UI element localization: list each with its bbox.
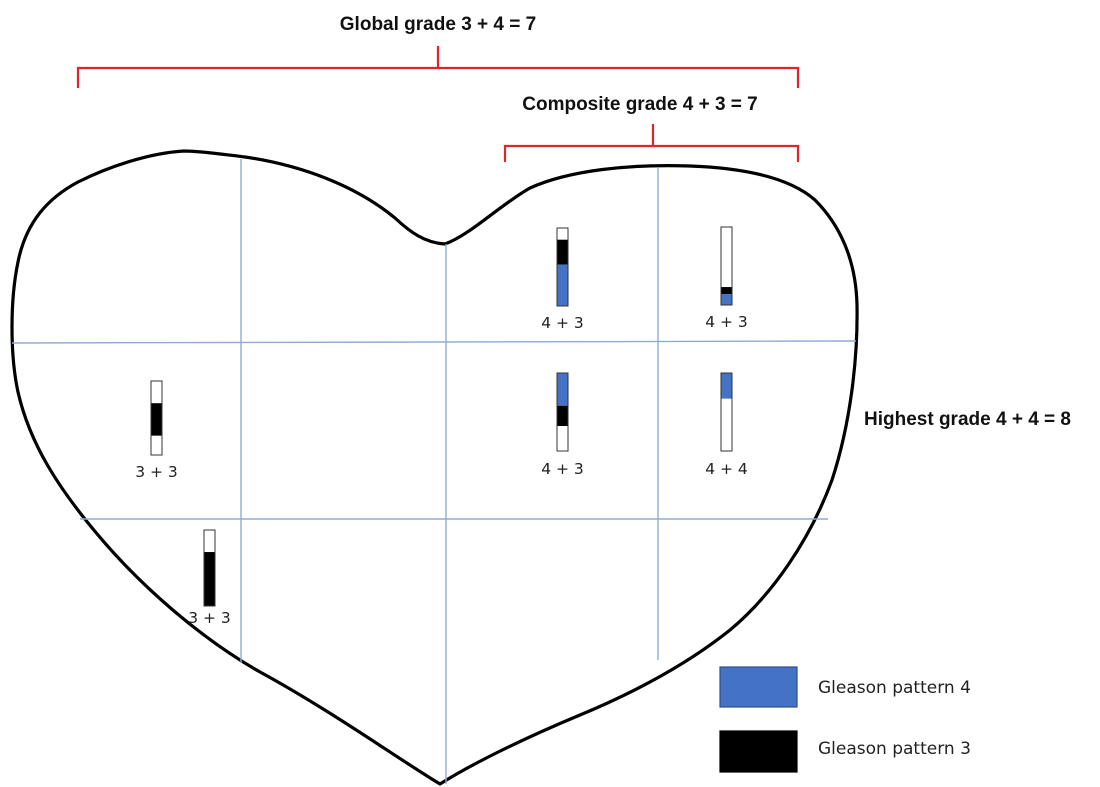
core-segment-pattern3 — [151, 403, 162, 436]
legend-item-pattern4: Gleason pattern 4 — [719, 666, 971, 708]
core-border — [556, 372, 569, 452]
core-segment-pattern4 — [557, 264, 568, 306]
core-segment-benign — [151, 381, 162, 404]
composite-grade-bracket: Composite grade 4 + 3 = 7 — [503, 94, 800, 162]
global-bracket-line — [76, 46, 800, 88]
legend-swatch-pattern4 — [719, 666, 798, 708]
core-segments — [151, 381, 162, 455]
legend-label-pattern4: Gleason pattern 4 — [818, 678, 971, 698]
biopsy-core: 4 + 3 — [541, 372, 584, 478]
core-segment-pattern4 — [557, 373, 568, 406]
core-score: 4 + 3 — [541, 460, 584, 478]
core-score: 4 + 3 — [705, 313, 748, 331]
core-segments — [204, 530, 215, 606]
biopsy-core: 4 + 4 — [705, 372, 748, 478]
biopsy-core: 3 + 3 — [188, 529, 231, 627]
core-border — [556, 227, 569, 307]
composite-bracket-line — [503, 124, 800, 162]
core-segment-pattern3 — [557, 405, 568, 427]
legend-label-pattern3: Gleason pattern 3 — [818, 739, 971, 759]
core-border — [720, 226, 733, 306]
biopsy-core: 3 + 3 — [135, 380, 178, 481]
core-border — [150, 380, 163, 456]
legend-swatch-pattern3 — [719, 730, 798, 773]
biopsy-core: 4 + 3 — [705, 226, 748, 331]
core-border — [720, 372, 733, 452]
global-grade-bracket: Global grade 3 + 4 = 7 — [76, 14, 800, 88]
highest-grade-label: Highest grade 4 + 4 = 8 — [864, 409, 1071, 430]
legend-item-pattern3: Gleason pattern 3 — [719, 730, 971, 773]
core-segments — [557, 228, 568, 306]
core-segment-benign — [721, 227, 732, 288]
biopsy-core: 4 + 3 — [541, 227, 584, 332]
core-segment-benign — [721, 398, 732, 451]
core-segment-pattern3 — [204, 552, 215, 606]
core-border — [203, 529, 216, 607]
composite-grade-label: Composite grade 4 + 3 = 7 — [522, 94, 757, 115]
prostate-outline — [10, 149, 859, 786]
core-segment-benign — [557, 228, 568, 240]
core-score: 3 + 3 — [188, 609, 231, 627]
legend: Gleason pattern 4 Gleason pattern 3 — [719, 666, 971, 773]
grid-lines — [11, 159, 857, 784]
biopsy-cores: 4 + 3 4 + 3 3 + 3 4 + 3 4 + 4 3 + 3 — [135, 226, 748, 627]
core-score: 3 + 3 — [135, 463, 178, 481]
core-score: 4 + 3 — [541, 314, 584, 332]
core-segments — [721, 227, 732, 305]
core-segment-pattern4 — [721, 294, 732, 305]
core-segment-pattern3 — [557, 239, 568, 265]
grid-horizontal-1 — [11, 340, 857, 344]
core-segment-benign — [557, 426, 568, 451]
core-segment-benign — [204, 530, 215, 553]
core-segment-pattern3 — [721, 287, 732, 295]
core-segments — [557, 373, 568, 451]
global-grade-label: Global grade 3 + 4 = 7 — [340, 14, 536, 35]
core-segment-benign — [151, 435, 162, 455]
core-score: 4 + 4 — [705, 460, 748, 478]
core-segment-pattern4 — [721, 373, 732, 399]
core-segments — [721, 373, 732, 451]
